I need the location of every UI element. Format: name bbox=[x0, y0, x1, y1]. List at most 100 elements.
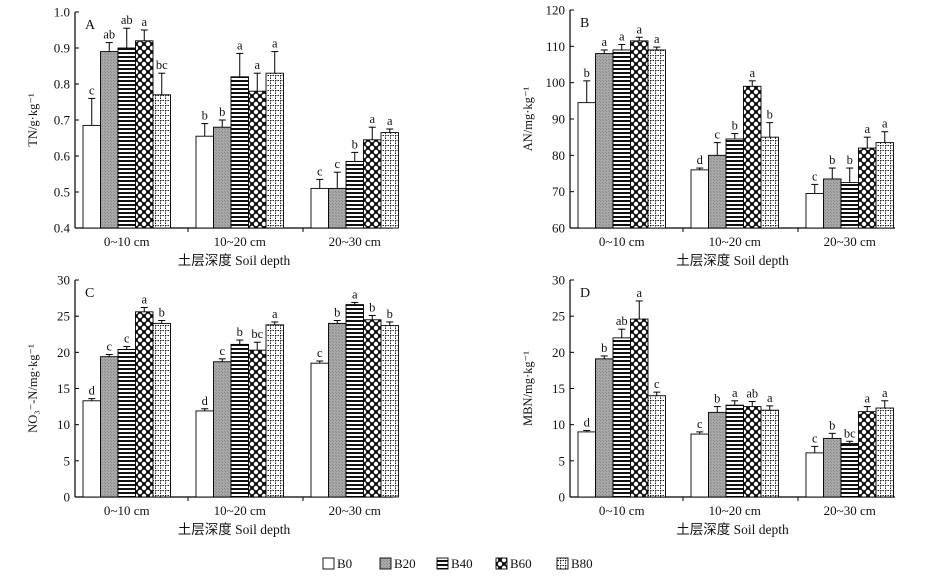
significance-letter: a bbox=[767, 391, 773, 405]
significance-letter: a bbox=[272, 307, 278, 321]
significance-letter: c bbox=[334, 157, 340, 171]
x-category-label: 20~30 cm bbox=[824, 234, 876, 249]
significance-letter: b bbox=[334, 306, 340, 320]
y-tick-label: 120 bbox=[546, 3, 566, 18]
significance-letter: c bbox=[106, 340, 112, 354]
bar-B0-3 bbox=[805, 193, 824, 229]
significance-letter: a bbox=[237, 38, 243, 52]
significance-letter: b bbox=[732, 119, 738, 133]
y-axis-title: AN/mg·kg⁻¹ bbox=[521, 86, 535, 151]
bar-B60-3 bbox=[858, 411, 877, 498]
bar-B40-1 bbox=[612, 49, 631, 229]
y-tick-label: 0 bbox=[559, 490, 566, 505]
significance-letter: c bbox=[317, 346, 323, 360]
bar-B40-1 bbox=[612, 337, 631, 498]
bar-B80-1 bbox=[647, 395, 666, 498]
bar-B20-1 bbox=[100, 51, 119, 229]
bar-B0-1 bbox=[82, 124, 101, 229]
bar-B40-2 bbox=[725, 404, 744, 498]
chart-panel-C: 0 5 10 15 20 25 30 0~10 cm 10~20 cm 20~30 cm 土层深度 … bbox=[26, 273, 399, 537]
bar-B20-2 bbox=[708, 154, 727, 229]
legend-swatch-B40 bbox=[436, 557, 449, 570]
panel-letter: A bbox=[85, 18, 96, 33]
significance-letter: b bbox=[159, 306, 165, 320]
x-category-label: 10~20 cm bbox=[709, 234, 761, 249]
y-tick-label: 10 bbox=[552, 417, 565, 432]
bar-B0-3 bbox=[310, 187, 329, 229]
x-category-label: 0~10 cm bbox=[599, 234, 645, 249]
bar-B60-3 bbox=[363, 139, 382, 229]
y-tick-label: 30 bbox=[57, 273, 70, 288]
chart-panel-A: 0.4 0.5 0.6 0.7 0.8 0.9 1.0 0~10 cm 10~20 cm 20~3… bbox=[26, 5, 399, 268]
y-axis-title: TN/g·kg⁻¹ bbox=[26, 93, 40, 147]
significance-letter: b bbox=[847, 153, 853, 167]
y-tick-label: 30 bbox=[552, 273, 565, 288]
y-tick-label: 20 bbox=[57, 345, 70, 360]
legend-label-B80: B80 bbox=[571, 556, 593, 571]
significance-letter: a bbox=[749, 66, 755, 80]
y-tick-label: 0.9 bbox=[54, 41, 70, 56]
bar-B20-3 bbox=[823, 178, 842, 229]
bar-B0-3 bbox=[805, 452, 824, 498]
significance-letter: b bbox=[369, 300, 375, 314]
x-axis-title: 土层深度 Soil depth bbox=[676, 522, 789, 537]
bar-B60-2 bbox=[743, 406, 762, 498]
y-tick-label: 5 bbox=[559, 453, 566, 468]
bar-B60-3 bbox=[363, 319, 382, 498]
significance-letter: d bbox=[584, 415, 591, 429]
significance-letter: c bbox=[714, 128, 720, 142]
y-tick-label: 110 bbox=[546, 39, 565, 54]
y-tick-label: 100 bbox=[546, 75, 566, 90]
bar-B40-1 bbox=[117, 47, 136, 229]
legend-swatch-B60 bbox=[495, 557, 508, 570]
bar-B0-1 bbox=[577, 431, 596, 498]
significance-letter: b bbox=[219, 105, 225, 119]
y-tick-label: 5 bbox=[64, 453, 71, 468]
x-category-label: 20~30 cm bbox=[329, 503, 381, 518]
bar-B0-2 bbox=[195, 410, 214, 498]
bar-B40-2 bbox=[230, 76, 249, 229]
bar-B40-2 bbox=[725, 138, 744, 229]
significance-letter: c bbox=[89, 83, 95, 97]
y-axis-title: MBN/mg·kg⁻¹ bbox=[521, 351, 535, 426]
x-axis-title: 土层深度 Soil depth bbox=[178, 522, 291, 537]
significance-letter: ab bbox=[616, 314, 628, 328]
significance-letter: d bbox=[202, 394, 209, 408]
significance-letter: b bbox=[767, 108, 773, 122]
significance-letter: d bbox=[89, 384, 96, 398]
x-axis-title: 土层深度 Soil depth bbox=[676, 253, 789, 268]
bar-B80-1 bbox=[152, 322, 171, 498]
significance-letter: a bbox=[864, 122, 870, 136]
bar-B40-1 bbox=[117, 348, 136, 498]
y-tick-label: 0.7 bbox=[54, 113, 71, 128]
significance-letter: bc bbox=[844, 426, 856, 440]
x-category-label: 20~30 cm bbox=[824, 503, 876, 518]
legend-label-B60: B60 bbox=[510, 556, 532, 571]
bar-B80-3 bbox=[380, 132, 399, 229]
legend-swatch-B80 bbox=[556, 557, 569, 570]
y-tick-label: 90 bbox=[552, 112, 565, 127]
significance-letter: a bbox=[654, 32, 660, 46]
y-tick-label: 0.6 bbox=[54, 149, 71, 164]
bar-B40-3 bbox=[345, 160, 364, 229]
significance-letter: a bbox=[369, 112, 375, 126]
bar-B60-1 bbox=[135, 40, 154, 229]
significance-letter: a bbox=[387, 114, 393, 128]
panel-letter: D bbox=[580, 286, 590, 301]
y-tick-label: 20 bbox=[552, 345, 565, 360]
bar-B0-1 bbox=[82, 400, 101, 498]
significance-letter: ab bbox=[121, 13, 133, 27]
legend-swatch-B20 bbox=[379, 557, 392, 570]
significance-letter: c bbox=[812, 169, 818, 183]
significance-letter: d bbox=[697, 153, 704, 167]
x-axis-title: 土层深度 Soil depth bbox=[178, 253, 291, 268]
significance-letter: b bbox=[584, 66, 590, 80]
y-tick-label: 0.4 bbox=[54, 221, 71, 236]
significance-letter: b bbox=[202, 109, 208, 123]
y-tick-label: 0.5 bbox=[54, 185, 70, 200]
chart-panel-D: 0 5 10 15 20 25 30 0~10 cm 10~20 cm 20~30 cm 土层深度 … bbox=[521, 273, 895, 537]
significance-letter: a bbox=[882, 117, 888, 131]
bar-B80-2 bbox=[760, 136, 779, 229]
bar-B80-2 bbox=[265, 324, 284, 498]
